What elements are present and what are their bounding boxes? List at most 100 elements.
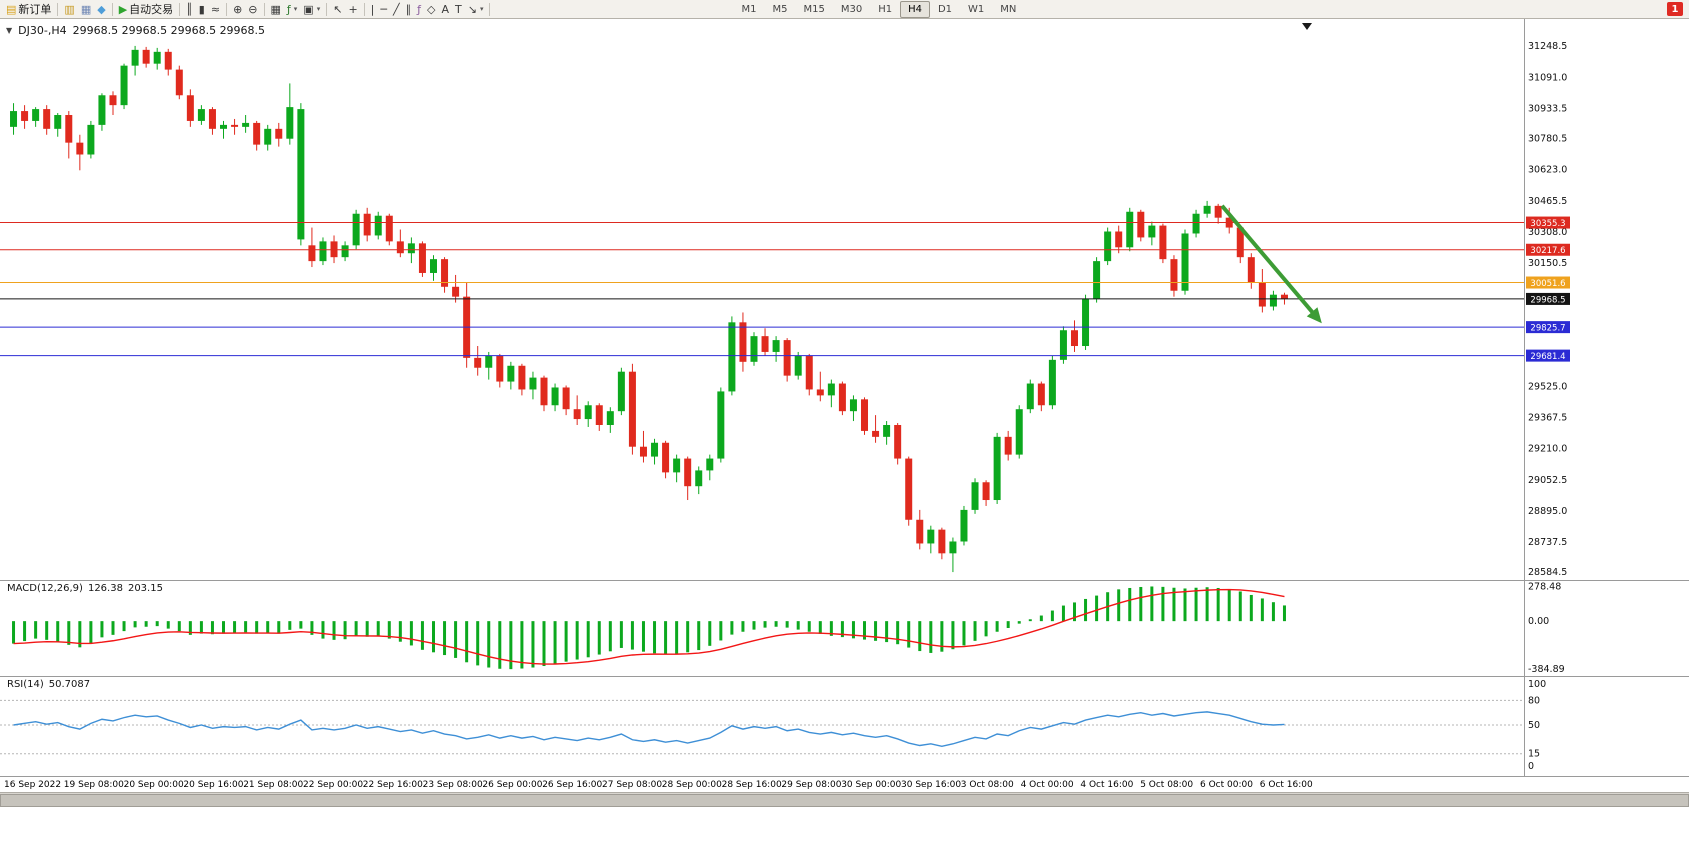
tile-windows-icon: ▦ bbox=[270, 2, 281, 16]
shapes-button[interactable]: ◇ bbox=[424, 1, 438, 18]
cursor-icon: ↖ bbox=[333, 2, 343, 16]
text-label-button[interactable]: T bbox=[452, 1, 465, 18]
text-button[interactable]: A bbox=[438, 1, 452, 18]
cursor-button[interactable]: ↖ bbox=[330, 1, 345, 18]
timeframe-h4-button[interactable]: H4 bbox=[900, 0, 930, 18]
new-order-button-label: 新订单 bbox=[18, 3, 52, 16]
time-axis-label: 21 Sep 08:00 bbox=[243, 780, 304, 790]
templates-button[interactable]: ▣ ▾ bbox=[300, 1, 323, 18]
trend-arrow[interactable] bbox=[1220, 204, 1318, 318]
time-axis-label: 27 Sep 08:00 bbox=[602, 780, 663, 790]
trend-arrow-head bbox=[1306, 307, 1322, 324]
timeframe-m1-button[interactable]: M1 bbox=[741, 3, 757, 15]
horizontal-line-button[interactable]: ─ bbox=[377, 1, 390, 18]
zoom-in-icon: ⊕ bbox=[233, 2, 243, 16]
horizontal-line-icon: ─ bbox=[380, 2, 387, 16]
toolbar-separator bbox=[363, 2, 365, 16]
zoom-out-button[interactable]: ⊖ bbox=[245, 1, 260, 18]
time-axis[interactable]: 16 Sep 2022 19 Sep 08:00 20 Sep 00:00 20 Se… bbox=[0, 776, 1689, 791]
macd-indicator-label: MACD(12,26,9) 126.38 203.15 bbox=[7, 583, 163, 594]
svg-text:29052.5: 29052.5 bbox=[1528, 475, 1567, 486]
notification-badge[interactable]: 1 bbox=[1667, 2, 1683, 16]
channel-icon: ∥ bbox=[405, 2, 412, 16]
tile-windows-button[interactable]: ▦ bbox=[268, 1, 284, 18]
svg-text:30150.5: 30150.5 bbox=[1528, 258, 1567, 269]
svg-text:0.00: 0.00 bbox=[1528, 616, 1549, 627]
time-axis-label: 5 Oct 08:00 bbox=[1140, 780, 1194, 790]
svg-text:30933.5: 30933.5 bbox=[1528, 103, 1567, 114]
arrows-icon: ↘ bbox=[467, 2, 477, 16]
scrollbar-thumb[interactable] bbox=[0, 794, 1689, 807]
fibonacci-button[interactable]: ƒ bbox=[414, 1, 424, 18]
main-chart-canvas[interactable]: 31248.5 31091.0 30933.5 30780.5 30623.0 30465… bbox=[0, 19, 1689, 580]
candlestick-chart-button[interactable]: ▮ bbox=[196, 1, 208, 18]
indicators-button[interactable]: ƒ ▾ bbox=[284, 1, 300, 18]
toolbar: ▤ 新订单 ▥ ▦ ◆ ▶ 自动交易 ║ ▮ ≈ ⊕ ⊖ ▦ ƒ ▾ ▣ ▾ ↖ + | ─ ╱ ∥ ƒ ◇ A T ↘ ▾ M1 M5 M1… bbox=[0, 0, 1689, 19]
trendline-button[interactable]: ╱ bbox=[390, 1, 403, 18]
svg-text:15: 15 bbox=[1528, 749, 1540, 760]
svg-text:30051.6: 30051.6 bbox=[1530, 279, 1565, 289]
rsi-panel-canvas[interactable]: 100 80 50 150 bbox=[0, 676, 1689, 776]
chart-shift-marker[interactable] bbox=[1302, 23, 1312, 30]
zoom-out-icon: ⊖ bbox=[248, 2, 258, 16]
time-axis-label: 22 Sep 16:00 bbox=[362, 780, 423, 790]
auto-trading-button[interactable]: ▶ 自动交易 bbox=[116, 1, 176, 18]
timeframe-h1-button[interactable]: H1 bbox=[878, 3, 893, 15]
templates-icon: ▣ bbox=[303, 2, 314, 16]
svg-text:30780.5: 30780.5 bbox=[1528, 134, 1567, 145]
horizontal-scrollbar[interactable] bbox=[0, 792, 1689, 807]
timeframe-m30-button[interactable]: M30 bbox=[840, 3, 863, 15]
data-window-button[interactable]: ◆ bbox=[94, 1, 108, 18]
chart-window-button[interactable]: ▥ bbox=[61, 1, 77, 18]
arrows-button[interactable]: ↘ ▾ bbox=[465, 1, 487, 18]
line-chart-button[interactable]: ≈ bbox=[208, 1, 223, 18]
macd-main-value: 126.38 bbox=[87, 583, 123, 594]
svg-text:30308.0: 30308.0 bbox=[1528, 227, 1567, 238]
time-axis-label: 26 Sep 16:00 bbox=[542, 780, 603, 790]
svg-text:29210.0: 29210.0 bbox=[1528, 444, 1567, 455]
chart-header: ▼ DJ30-,H4 29968.5 29968.5 29968.5 29968… bbox=[6, 24, 265, 37]
channel-button[interactable]: ∥ bbox=[403, 1, 415, 18]
svg-text:29525.0: 29525.0 bbox=[1528, 381, 1567, 392]
price-level-badge bbox=[1526, 216, 1570, 229]
chevron-down-icon: ▾ bbox=[479, 5, 484, 13]
timeframe-m5-button[interactable]: M5 bbox=[772, 3, 788, 15]
time-axis-label: 28 Sep 16:00 bbox=[721, 780, 782, 790]
time-axis-label: 16 Sep 2022 bbox=[4, 780, 62, 790]
svg-text:29681.4: 29681.4 bbox=[1530, 352, 1565, 362]
zoom-in-button[interactable]: ⊕ bbox=[230, 1, 245, 18]
toolbar-separator bbox=[111, 2, 113, 16]
vertical-line-button[interactable]: | bbox=[368, 1, 378, 18]
macd-panel-canvas[interactable]: 278.48 0.00 -384.89 bbox=[0, 580, 1689, 676]
crosshair-icon: + bbox=[348, 2, 358, 16]
rsi-line bbox=[13, 711, 1285, 748]
market-watch-button[interactable]: ▦ bbox=[78, 1, 94, 18]
time-axis-label: 3 Oct 08:00 bbox=[960, 780, 1014, 790]
timeframe-mn-button[interactable]: MN bbox=[1000, 3, 1017, 15]
chevron-down-icon: ▾ bbox=[293, 5, 298, 13]
time-axis-label: 6 Oct 16:00 bbox=[1259, 780, 1313, 790]
time-axis-label: 6 Oct 00:00 bbox=[1200, 780, 1253, 790]
crosshair-button[interactable]: + bbox=[345, 1, 360, 18]
price-level-badge bbox=[1526, 243, 1570, 256]
rsi-value: 50.7087 bbox=[48, 679, 91, 690]
svg-text:28895.0: 28895.0 bbox=[1528, 506, 1567, 517]
svg-text:80: 80 bbox=[1528, 695, 1540, 706]
svg-text:30623.0: 30623.0 bbox=[1528, 165, 1567, 176]
timeframe-w1-button[interactable]: W1 bbox=[968, 3, 985, 15]
toolbar-separator bbox=[326, 2, 328, 16]
chevron-down-icon[interactable]: ▼ bbox=[6, 26, 13, 35]
timeframe-m15-button[interactable]: M15 bbox=[803, 3, 825, 15]
bar-chart-button[interactable]: ║ bbox=[183, 1, 196, 18]
auto-trading-icon: ▶ bbox=[118, 2, 128, 16]
svg-text:29825.7: 29825.7 bbox=[1530, 324, 1565, 334]
time-axis-label: 29 Sep 08:00 bbox=[781, 780, 842, 790]
svg-text:0: 0 bbox=[1528, 761, 1534, 772]
data-window-icon: ◆ bbox=[97, 2, 106, 16]
new-order-button[interactable]: ▤ 新订单 bbox=[3, 1, 54, 18]
timeframe-d1-button[interactable]: D1 bbox=[937, 3, 953, 15]
macd-signal-line bbox=[13, 588, 1285, 665]
svg-text:-384.89: -384.89 bbox=[1528, 664, 1565, 675]
indicators-icon: ƒ bbox=[286, 2, 291, 16]
